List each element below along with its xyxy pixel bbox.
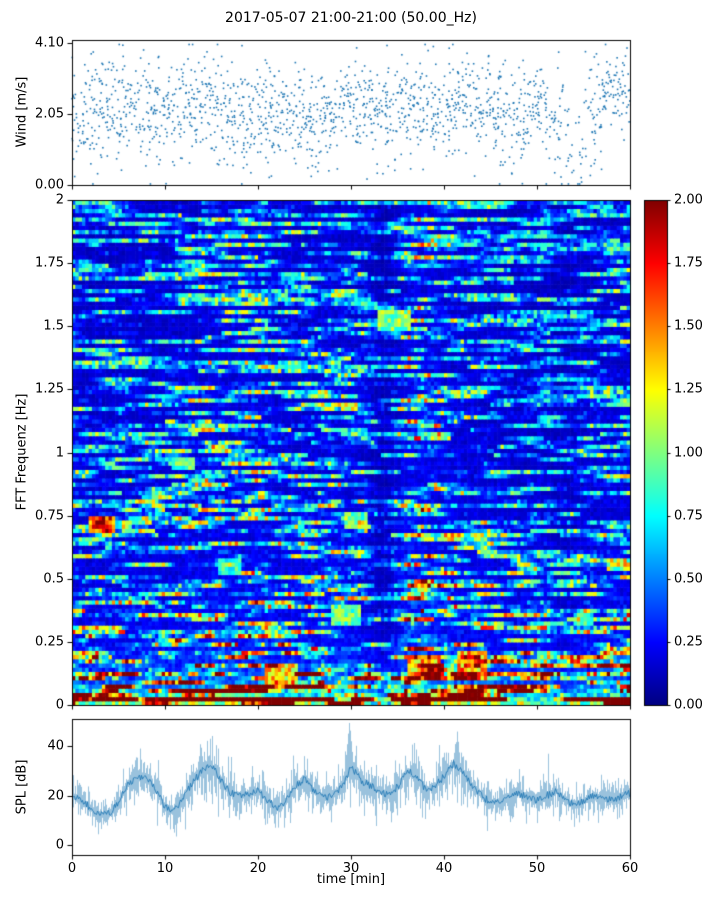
x-tick-label: 10 <box>156 861 174 876</box>
colorbar-tick-label: 1.00 <box>674 445 703 460</box>
spl-y-tick-label: 40 <box>47 738 64 754</box>
wind-y-axis-label: Wind [m/s] <box>14 76 30 148</box>
colorbar-tick-label: 0.00 <box>674 697 703 713</box>
fft-y-tick-label: 0.5 <box>43 571 64 587</box>
x-tick-label: 0 <box>67 861 77 876</box>
wind-y-tick-label: 4.10 <box>35 35 64 51</box>
fft-y-tick-label: 0.75 <box>35 508 64 524</box>
spl-y-tick-label: 20 <box>47 788 64 804</box>
colorbar-tick-label: 1.25 <box>674 381 703 397</box>
wind-y-tick-label: 2.05 <box>35 106 64 122</box>
fft-y-tick-label: 1.25 <box>35 381 64 397</box>
fft-y-tick-label: 0 <box>55 697 64 713</box>
wind-y-tick-label: 0.00 <box>35 177 64 193</box>
x-axis-label: time [min] <box>316 872 386 887</box>
spl-y-axis-label: SPL [dB] <box>14 759 30 815</box>
x-tick-label: 20 <box>249 861 267 876</box>
fft-y-tick-label: 1.75 <box>35 255 64 271</box>
colorbar-tick-label: 0.50 <box>674 571 703 587</box>
x-tick-label: 50 <box>528 861 546 876</box>
colorbar-tick-label: 0.75 <box>674 508 703 524</box>
spl-y-tick-label: 0 <box>55 837 64 853</box>
x-tick-label: 40 <box>435 861 453 876</box>
fft-y-tick-label: 2 <box>55 192 64 208</box>
colorbar-tick-label: 1.50 <box>674 318 703 334</box>
colorbar-tick-label: 1.75 <box>674 255 703 271</box>
x-tick-label: 60 <box>621 861 639 876</box>
colorbar-tick-label: 0.25 <box>674 634 703 650</box>
fft-y-tick-label: 1 <box>55 445 64 460</box>
figure-title: 2017-05-07 21:00-21:00 (50.00_Hz) <box>225 10 477 26</box>
fft-y-tick-label: 0.25 <box>35 634 64 650</box>
x-tick-label: 30 <box>342 861 360 876</box>
fft-y-axis-label: FFT Frequenz [Hz] <box>14 393 30 511</box>
colorbar-tick-label: 2.00 <box>674 192 703 208</box>
fft-y-tick-label: 1.5 <box>43 318 64 334</box>
